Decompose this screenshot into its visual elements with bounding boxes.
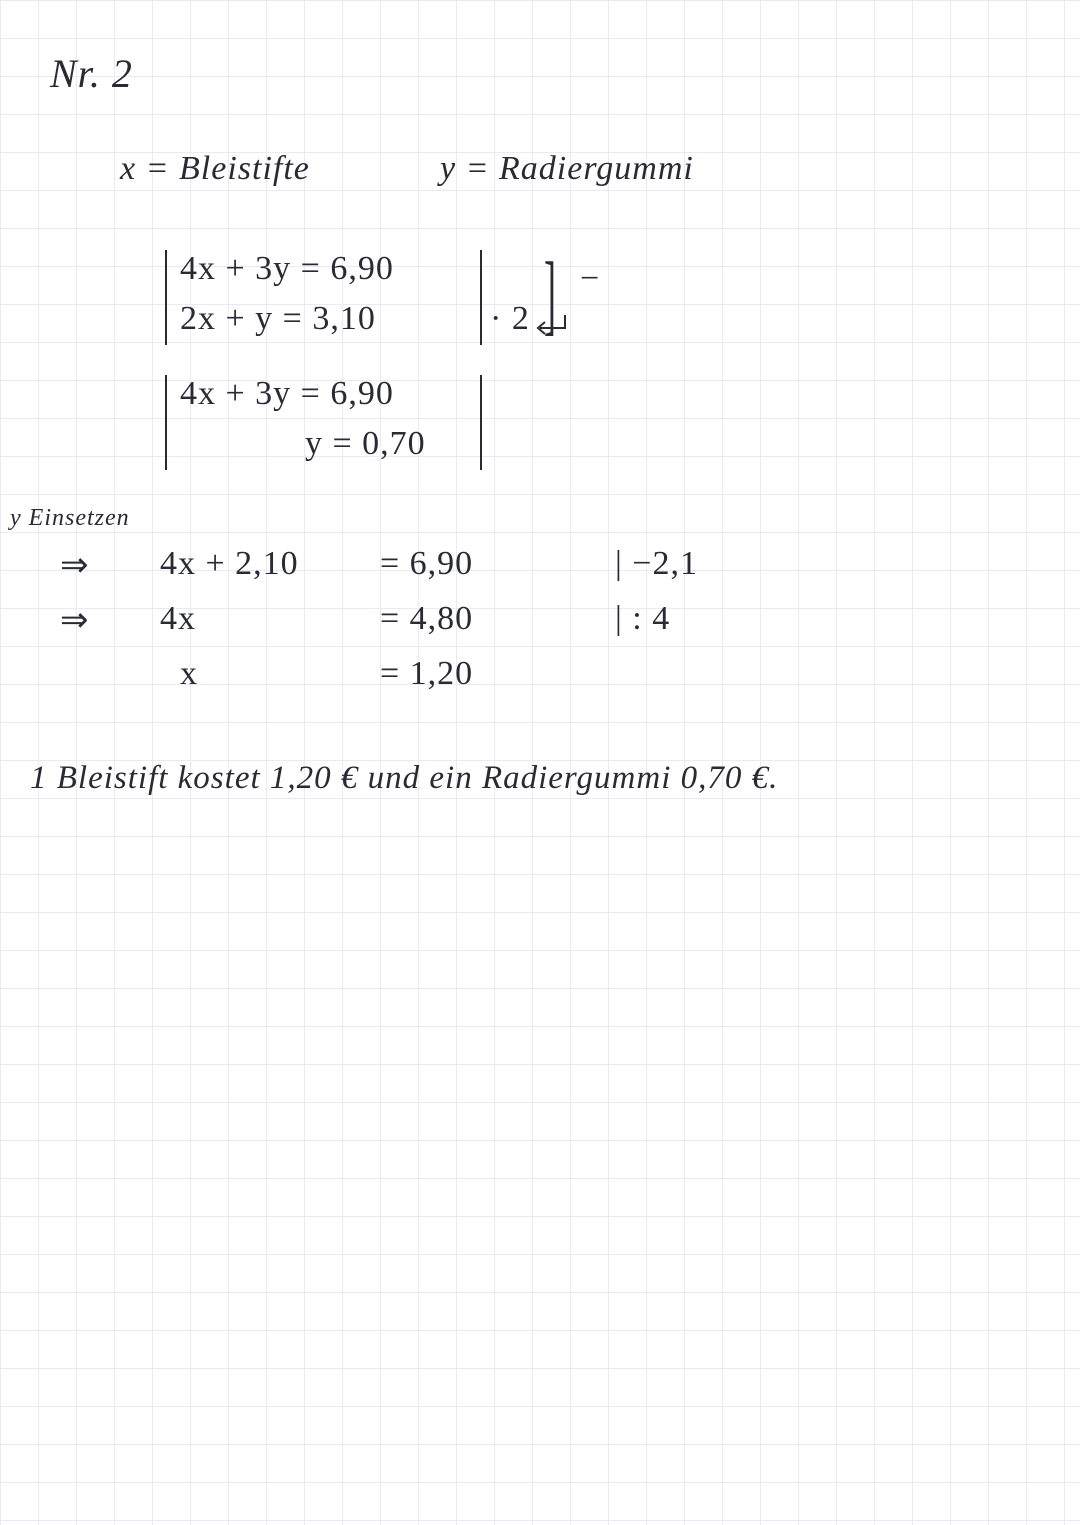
return-arrow-icon xyxy=(530,310,570,340)
system1-combine: − xyxy=(580,260,600,298)
answer-sentence: 1 Bleistift kostet 1,20 € und ein Radier… xyxy=(30,760,778,797)
system1-eq1: 4x + 3y = 6,90 xyxy=(180,250,394,288)
step1-op: | −2,1 xyxy=(615,545,698,583)
system1-left-bar xyxy=(165,250,167,345)
step1-lhs: 4x + 2,10 xyxy=(160,545,299,583)
step1-eq: = 6,90 xyxy=(380,545,473,583)
system2-right-bar xyxy=(480,375,482,470)
system1-right-bar xyxy=(480,250,482,345)
substitution-note: y Einsetzen xyxy=(10,505,130,532)
step3-eq: = 1,20 xyxy=(380,655,473,693)
system2-left-bar xyxy=(165,375,167,470)
title: Nr. 2 xyxy=(50,50,133,97)
system1-eq2: 2x + y = 3,10 xyxy=(180,300,376,338)
handwritten-content: Nr. 2 x = Bleistifte y = Radiergummi 4x … xyxy=(0,0,1080,40)
system2-eq2: y = 0,70 xyxy=(305,425,426,463)
step2-op: | : 4 xyxy=(615,600,670,638)
system1-op: · 2 xyxy=(490,300,530,338)
def-x: x = Bleistifte xyxy=(120,150,310,188)
system2-eq1: 4x + 3y = 6,90 xyxy=(180,375,394,413)
step2-eq: = 4,80 xyxy=(380,600,473,638)
def-y: y = Radiergummi xyxy=(440,150,694,188)
step3-lhs: x xyxy=(180,655,198,693)
step2-arrow: ⇒ xyxy=(60,600,90,640)
step1-arrow: ⇒ xyxy=(60,545,90,585)
step2-lhs: 4x xyxy=(160,600,196,638)
